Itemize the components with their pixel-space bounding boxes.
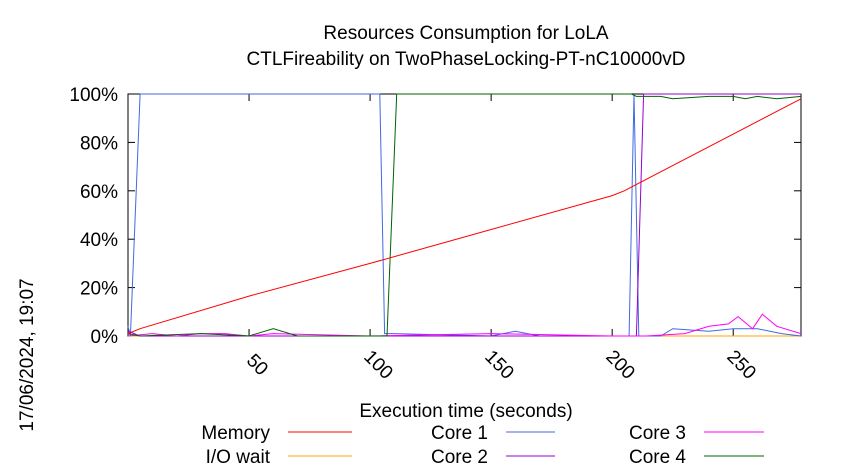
x-axis: 50 100 150 200 250 [242, 94, 760, 384]
x-axis-label: Execution time (seconds) [359, 401, 572, 422]
x-tick-label: 200 [601, 346, 638, 383]
legend: Memory I/O wait Core 1 Core 2 Core 3 Core 4 [201, 423, 764, 468]
series-layer [127, 93, 802, 337]
y-tick-label: 0% [91, 327, 119, 348]
x-tick-label: 250 [722, 346, 759, 383]
series-line-core-3 [127, 313, 802, 337]
legend-label: Core 4 [629, 447, 686, 468]
series-line-core-4 [127, 93, 802, 337]
y-tick-label: 100% [69, 85, 118, 106]
y-axis: 0% 20% 40% 60% 80% 100% [69, 85, 801, 348]
x-tick-label: 150 [480, 346, 517, 383]
y-tick-label: 60% [80, 182, 118, 203]
y-tick-label: 20% [80, 279, 118, 300]
legend-label: Memory [201, 423, 270, 444]
timestamp-label: 17/06/2024, 19:07 [17, 278, 38, 431]
y-tick-label: 40% [80, 230, 118, 251]
plot-frame [127, 93, 802, 337]
series-line-core-1 [127, 93, 802, 337]
chart-title: Resources Consumption for LoLA [323, 23, 608, 44]
x-tick-label: 50 [242, 350, 272, 380]
legend-label: Core 2 [431, 447, 488, 468]
y-tick-label: 80% [80, 133, 118, 154]
series-line-core-2 [127, 93, 801, 337]
series-line-memory [127, 98, 802, 335]
legend-label: Core 1 [431, 423, 488, 444]
legend-label: I/O wait [206, 447, 271, 468]
x-tick-label: 100 [359, 346, 396, 383]
legend-label: Core 3 [629, 423, 686, 444]
chart-subtitle: CTLFireability on TwoPhaseLocking-PT-nC1… [247, 49, 686, 70]
